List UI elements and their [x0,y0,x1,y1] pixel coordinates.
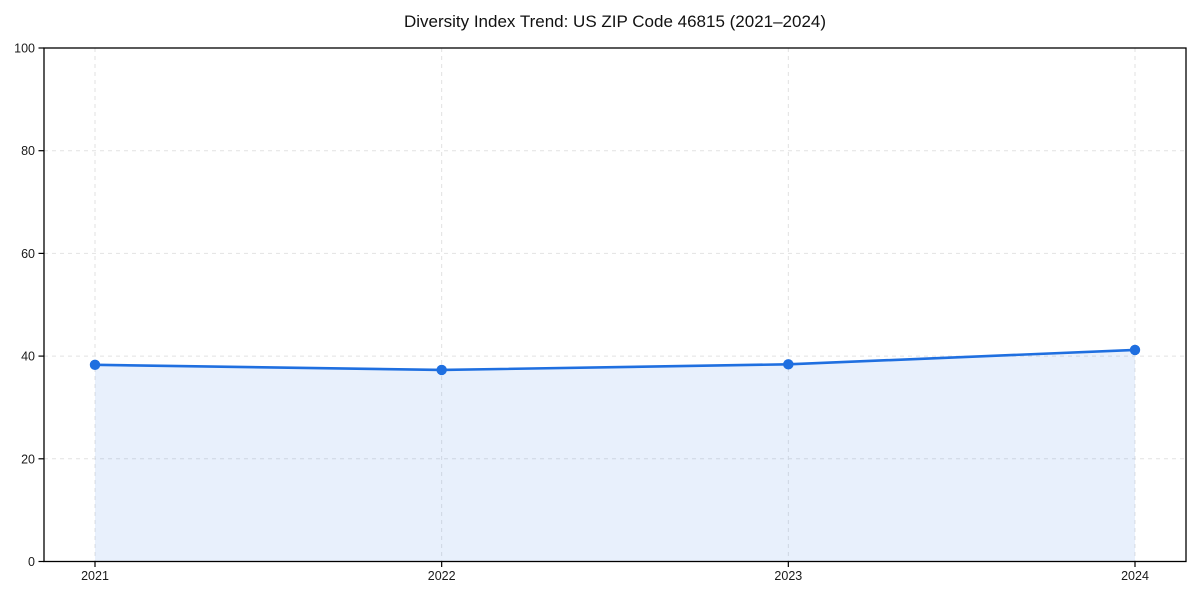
line-layer [89,344,1141,376]
data-point-marker [436,364,447,376]
series-area-fill [95,349,1135,562]
area-layer [95,349,1135,562]
data-point-marker [89,359,101,371]
y-tick-label: 60 [21,247,35,261]
y-tick-label: 0 [28,555,35,569]
y-tick-label: 100 [14,42,35,56]
y-tick-label: 40 [21,350,35,364]
tick-layer: 0 20 40 60 80 100 2021 2022 2023 2024 [14,42,1149,584]
axes-spines [43,47,1187,563]
x-tick-label: 2021 [81,569,109,583]
y-tick-label: 80 [21,144,35,158]
data-point-marker [783,359,794,370]
plot-border [43,47,1187,563]
series-line [93,348,1137,372]
x-tick-label: 2024 [1121,569,1149,583]
x-tick-label: 2022 [428,569,456,583]
data-point-marker [1129,344,1141,356]
x-tick-label: 2023 [774,569,802,583]
chart-title: Diversity Index Trend: US ZIP Code 46815… [403,12,827,31]
y-tick-label: 20 [21,452,35,466]
grid-layer [44,48,1186,562]
